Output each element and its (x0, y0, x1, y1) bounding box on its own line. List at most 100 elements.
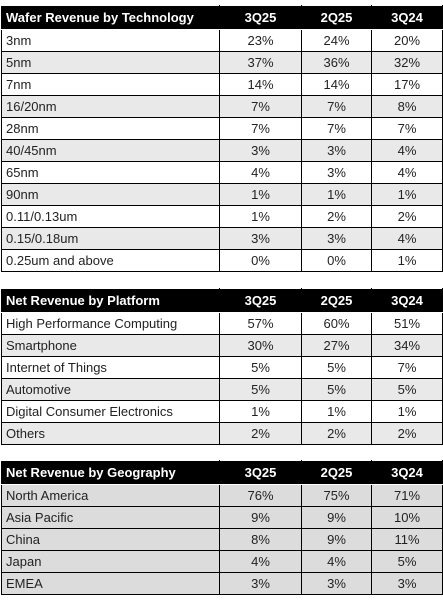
cell: 1% (301, 183, 372, 206)
cell: 8% (219, 528, 302, 551)
header-cell: 2Q25 (301, 460, 372, 485)
cell: 60% (301, 312, 372, 335)
table-row: High Performance Computing 57% 60% 51% (1, 312, 443, 335)
table-row: 7nm 14% 14% 17% (1, 73, 443, 96)
cell: 57% (219, 312, 302, 335)
data-table: Net Revenue by Platform 3Q25 2Q25 3Q24 High … (1, 288, 443, 445)
cell: 37% (219, 51, 302, 74)
cell: 2% (371, 422, 443, 445)
table-row: 65nm 4% 3% 4% (1, 161, 443, 184)
cell: 0% (219, 249, 302, 272)
cell: 1% (219, 400, 302, 423)
row-label: China (1, 528, 220, 551)
table-row: Automotive 5% 5% 5% (1, 378, 443, 401)
cell: 5% (219, 378, 302, 401)
cell: 7% (219, 117, 302, 140)
cell: 14% (219, 73, 302, 96)
table-body: High Performance Computing 57% 60% 51% Smart… (1, 312, 443, 445)
table-row: Asia Pacific 9% 9% 10% (1, 506, 443, 529)
cell: 10% (371, 506, 443, 529)
cell: 4% (371, 227, 443, 250)
header-cell: 3Q25 (219, 288, 302, 313)
row-label: 5nm (1, 51, 220, 74)
header-cell: Net Revenue by Geography (1, 460, 220, 485)
header-cell: 3Q25 (219, 5, 302, 30)
cell: 1% (219, 183, 302, 206)
cell: 7% (301, 95, 372, 118)
row-label: High Performance Computing (1, 312, 220, 335)
cell: 24% (301, 29, 372, 52)
row-label: 0.15/0.18um (1, 227, 220, 250)
table-row: Others 2% 2% 2% (1, 422, 443, 445)
header-cell: Net Revenue by Platform (1, 288, 220, 313)
cell: 3% (301, 139, 372, 162)
header-cell: 2Q25 (301, 288, 372, 313)
cell: 3% (301, 161, 372, 184)
cell: 5% (371, 550, 443, 573)
cell: 1% (371, 400, 443, 423)
cell: 4% (371, 161, 443, 184)
cell: 27% (301, 334, 372, 357)
cell: 7% (371, 117, 443, 140)
table-row: EMEA 3% 3% 3% (1, 572, 443, 595)
cell: 14% (301, 73, 372, 96)
row-label: Others (1, 422, 220, 445)
cell: 3% (219, 227, 302, 250)
row-label: 90nm (1, 183, 220, 206)
table-row: Japan 4% 4% 5% (1, 550, 443, 573)
cell: 4% (301, 550, 372, 573)
row-label: 28nm (1, 117, 220, 140)
table-row: 0.11/0.13um 1% 2% 2% (1, 205, 443, 228)
cell: 71% (371, 484, 443, 507)
cell: 9% (219, 506, 302, 529)
cell: 5% (301, 378, 372, 401)
cell: 51% (371, 312, 443, 335)
table-row: Digital Consumer Electronics 1% 1% 1% (1, 400, 443, 423)
cell: 32% (371, 51, 443, 74)
cell: 75% (301, 484, 372, 507)
cell: 1% (219, 205, 302, 228)
cell: 34% (371, 334, 443, 357)
table-body: North America 76% 75% 71% Asia Pacific 9% 9% 10… (1, 484, 443, 595)
table-row: 0.25um and above 0% 0% 1% (1, 249, 443, 272)
cell: 2% (301, 422, 372, 445)
header-row: Wafer Revenue by Technology 3Q25 2Q25 3Q24 (1, 5, 443, 30)
cell: 7% (371, 356, 443, 379)
row-label: Asia Pacific (1, 506, 220, 529)
table-body: 3nm 23% 24% 20% 5nm 37% 36% 32% 7nm 14% 14% 17% 16/2… (1, 29, 443, 272)
data-table: Net Revenue by Geography 3Q25 2Q25 3Q24 Nort… (1, 460, 443, 595)
row-label: EMEA (1, 572, 220, 595)
table-row: 0.15/0.18um 3% 3% 4% (1, 227, 443, 250)
table-row: 90nm 1% 1% 1% (1, 183, 443, 206)
cell: 9% (301, 506, 372, 529)
row-label: North America (1, 484, 220, 507)
table-row: 3nm 23% 24% 20% (1, 29, 443, 52)
row-label: 0.11/0.13um (1, 205, 220, 228)
cell: 5% (219, 356, 302, 379)
table-row: China 8% 9% 11% (1, 528, 443, 551)
row-label: 7nm (1, 73, 220, 96)
cell: 30% (219, 334, 302, 357)
table-row: 40/45nm 3% 3% 4% (1, 139, 443, 162)
cell: 2% (219, 422, 302, 445)
cell: 4% (219, 161, 302, 184)
cell: 3% (219, 572, 302, 595)
row-label: Internet of Things (1, 356, 220, 379)
cell: 20% (371, 29, 443, 52)
header-cell: Wafer Revenue by Technology (1, 5, 220, 30)
row-label: Automotive (1, 378, 220, 401)
cell: 76% (219, 484, 302, 507)
cell: 3% (301, 227, 372, 250)
row-label: 0.25um and above (1, 249, 220, 272)
row-label: 40/45nm (1, 139, 220, 162)
row-label: 3nm (1, 29, 220, 52)
row-label: Digital Consumer Electronics (1, 400, 220, 423)
table-row: 28nm 7% 7% 7% (1, 117, 443, 140)
cell: 8% (371, 95, 443, 118)
table-row: 5nm 37% 36% 32% (1, 51, 443, 74)
row-label: Japan (1, 550, 220, 573)
header-cell: 3Q24 (371, 5, 443, 30)
cell: 1% (371, 183, 443, 206)
cell: 1% (371, 249, 443, 272)
